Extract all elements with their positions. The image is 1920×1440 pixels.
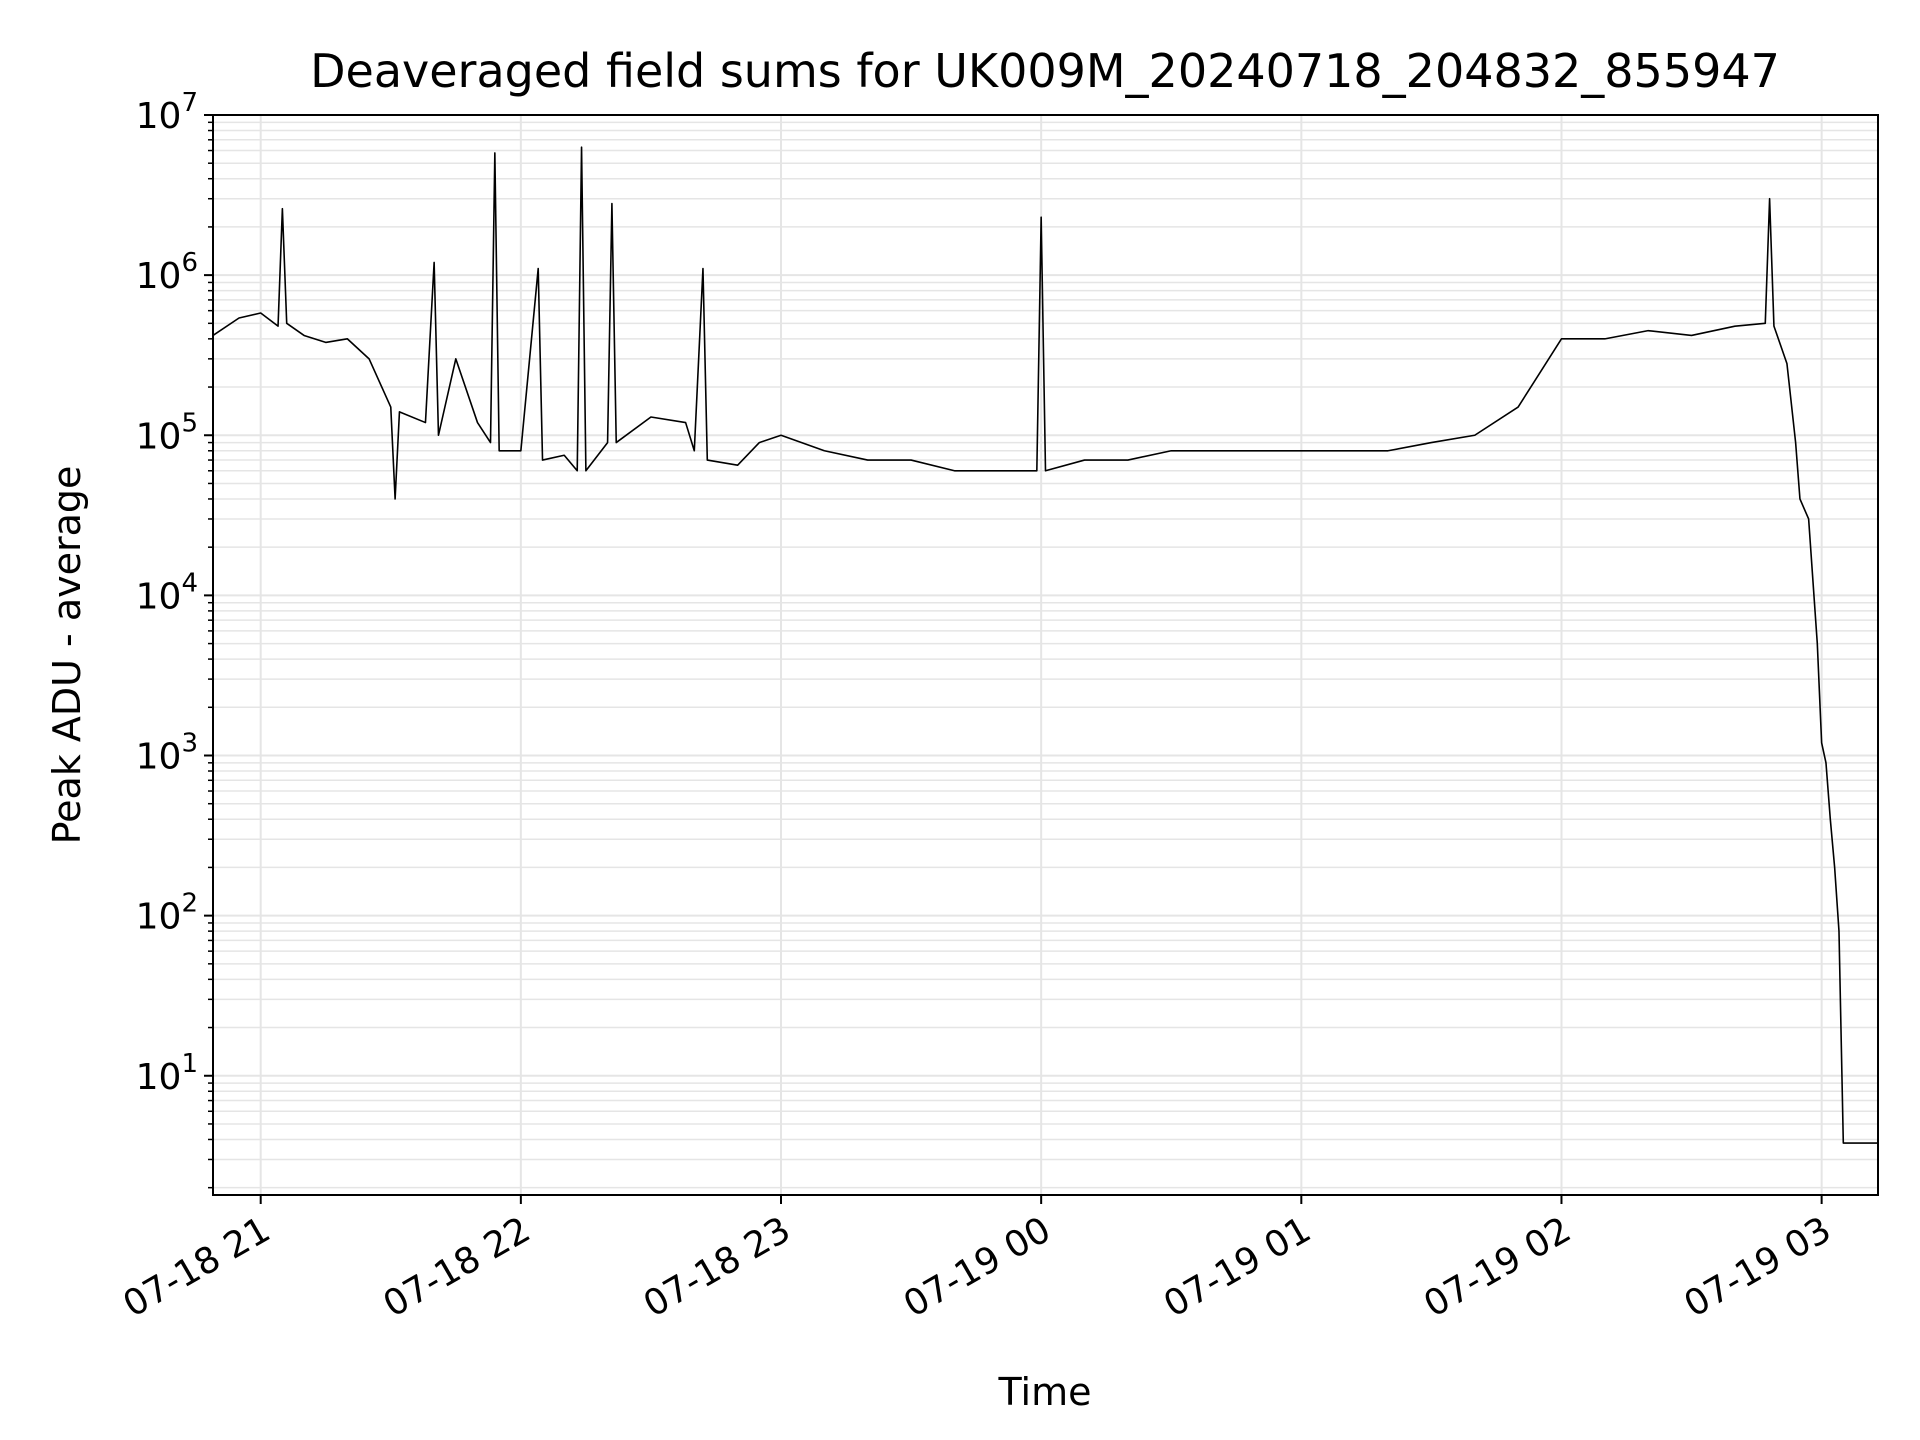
y-axis-label: Peak ADU - average	[45, 466, 89, 845]
x-tick-label: 07-19 02	[1417, 1209, 1578, 1325]
y-tick-label: 107	[136, 88, 198, 137]
y-tick-label: 105	[136, 408, 198, 457]
plot-frame	[212, 114, 1879, 1196]
x-tick-label: 07-18 22	[377, 1209, 538, 1325]
grid	[213, 114, 1878, 1195]
y-tick-label: 103	[136, 729, 198, 778]
y-tick-label: 101	[136, 1049, 198, 1098]
x-tick-label: 07-19 03	[1677, 1209, 1838, 1325]
series-layer	[212, 146, 1878, 1144]
x-tick-label: 07-18 23	[637, 1209, 798, 1325]
x-tick-label: 07-19 01	[1157, 1209, 1318, 1325]
y-tick-label: 104	[136, 568, 198, 617]
x-tick-label: 07-19 00	[897, 1209, 1058, 1325]
x-axis-label: Time	[998, 1370, 1092, 1414]
chart-title: Deaveraged field sums for UK009M_2024071…	[310, 44, 1780, 98]
y-tick-label: 106	[136, 248, 198, 297]
y-tick-label: 102	[136, 889, 198, 938]
x-tick-label: 07-18 21	[117, 1209, 278, 1325]
series-line	[212, 146, 1878, 1144]
